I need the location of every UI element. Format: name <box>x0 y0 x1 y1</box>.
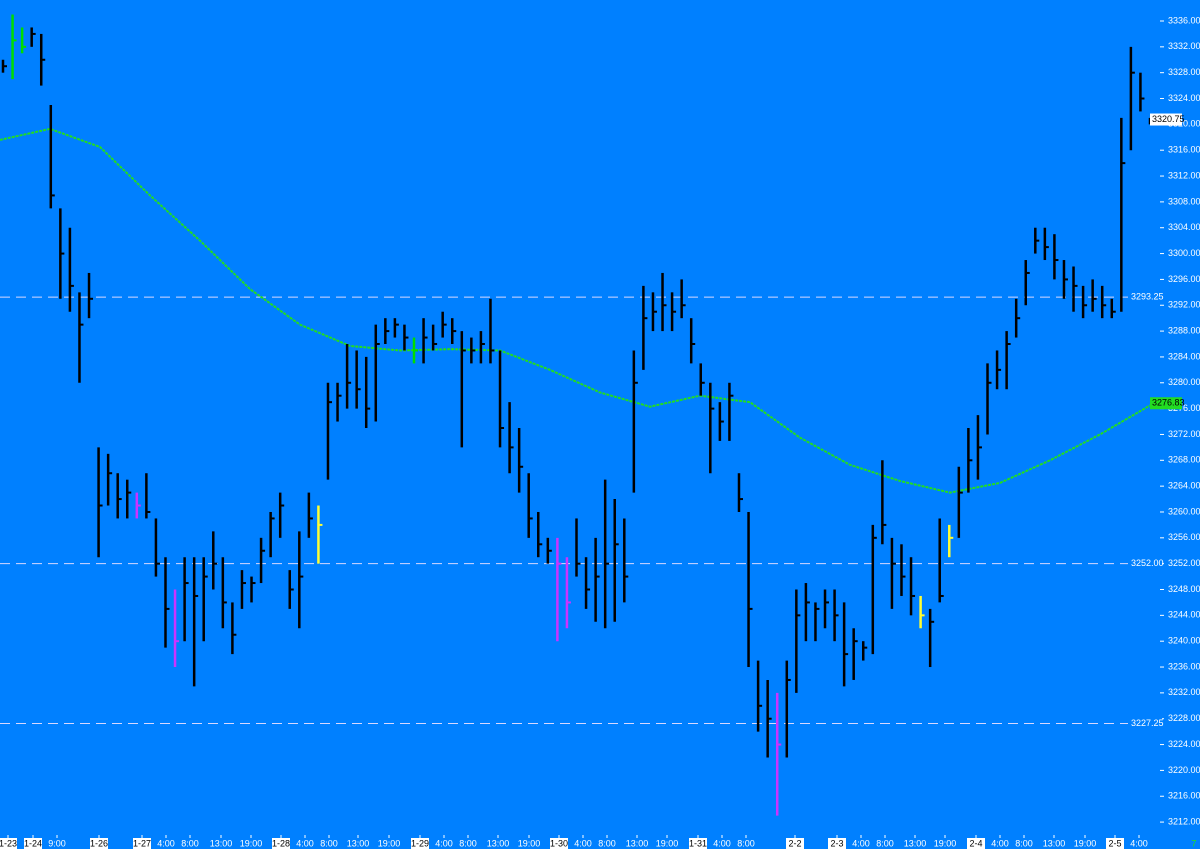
y-tick-label: 3332.00 <box>1168 41 1200 51</box>
x-tick-label: 1-24 <box>24 838 42 848</box>
x-tick-label: 8:00 <box>876 838 894 848</box>
corner-label: 7 <box>1191 838 1196 848</box>
x-tick-label: 4:00 <box>713 838 731 848</box>
y-tick-label: 3256.00 <box>1168 532 1200 542</box>
x-tick-label: 8:00 <box>459 838 477 848</box>
y-tick-label: 3292.00 <box>1168 300 1200 310</box>
date-label-bg <box>272 838 290 849</box>
last-price-box <box>1150 113 1182 126</box>
x-tick-label: 8:00 <box>320 838 338 848</box>
y-tick-label: 3260.00 <box>1168 506 1200 516</box>
date-label-bg <box>828 838 846 849</box>
date-label-bg <box>786 838 804 849</box>
x-tick-label: 8:00 <box>598 838 616 848</box>
y-tick-label: 3264.00 <box>1168 481 1200 491</box>
level-label: 3293.25 <box>1131 292 1164 302</box>
date-label-bg <box>1106 838 1124 849</box>
x-tick-label: 13:00 <box>347 838 370 848</box>
x-tick-label: 2-4 <box>969 838 982 848</box>
level-label-bg <box>1128 291 1162 304</box>
level-label: 3252.00 <box>1131 558 1164 568</box>
y-tick-label: 3232.00 <box>1168 687 1200 697</box>
x-tick-label: 1-31 <box>689 838 707 848</box>
y-tick-label: 3280.00 <box>1168 377 1200 387</box>
y-tick-label: 3272.00 <box>1168 429 1200 439</box>
x-tick-label: 8:00 <box>1015 838 1033 848</box>
y-tick-label: 3308.00 <box>1168 196 1200 206</box>
level-label-bg <box>1128 717 1162 730</box>
y-tick-label: 3288.00 <box>1168 325 1200 335</box>
x-tick-label: 1-26 <box>90 838 108 848</box>
x-tick-label: 1-28 <box>272 838 290 848</box>
x-tick-label: 13:00 <box>904 838 927 848</box>
x-tick-label: 8:00 <box>181 838 199 848</box>
x-tick-label: 1-30 <box>550 838 568 848</box>
date-label-bg <box>133 838 151 849</box>
x-tick-label: 4:00 <box>1130 838 1148 848</box>
y-tick-label: 3320.00 <box>1168 119 1200 129</box>
y-tick-label: 3252.00 <box>1168 558 1200 568</box>
y-tick-label: 3212.00 <box>1168 816 1200 826</box>
date-label-bg <box>90 838 108 849</box>
x-tick-label: 4:00 <box>852 838 870 848</box>
date-label-bg <box>24 838 42 849</box>
y-tick-label: 3236.00 <box>1168 661 1200 671</box>
x-tick-label: 1-23 <box>0 838 17 848</box>
y-tick-label: 3300.00 <box>1168 248 1200 258</box>
date-label-bg <box>689 838 707 849</box>
x-tick-label: 13:00 <box>1043 838 1066 848</box>
x-tick-label: 4:00 <box>435 838 453 848</box>
last-price-label: 3320.75 <box>1152 114 1185 124</box>
y-tick-label: 3312.00 <box>1168 170 1200 180</box>
y-tick-label: 3220.00 <box>1168 765 1200 775</box>
x-tick-label: 19:00 <box>240 838 263 848</box>
corner-box <box>1188 838 1200 849</box>
y-tick-label: 3336.00 <box>1168 15 1200 25</box>
x-tick-label: 4:00 <box>991 838 1009 848</box>
x-tick-label: 19:00 <box>518 838 541 848</box>
ma-label-box <box>1150 397 1182 410</box>
x-tick-label: 19:00 <box>934 838 957 848</box>
x-tick-label: 13:00 <box>626 838 649 848</box>
y-tick-label: 3324.00 <box>1168 93 1200 103</box>
date-label-bg <box>550 838 568 849</box>
ma-label: 3276.83 <box>1152 398 1185 408</box>
y-tick-label: 3296.00 <box>1168 274 1200 284</box>
x-tick-label: 1-29 <box>411 838 429 848</box>
level-label: 3227.25 <box>1131 718 1164 728</box>
date-label-bg <box>411 838 429 849</box>
y-tick-label: 3216.00 <box>1168 791 1200 801</box>
date-label-bg <box>0 838 17 849</box>
x-tick-label: 13:00 <box>210 838 233 848</box>
y-tick-label: 3244.00 <box>1168 610 1200 620</box>
y-tick-label: 3328.00 <box>1168 67 1200 77</box>
y-tick-label: 3224.00 <box>1168 739 1200 749</box>
y-tick-label: 3316.00 <box>1168 145 1200 155</box>
x-tick-label: 4:00 <box>157 838 175 848</box>
x-tick-label: 13:00 <box>487 838 510 848</box>
date-label-bg <box>967 838 985 849</box>
x-tick-label: 4:00 <box>296 838 314 848</box>
y-tick-label: 3284.00 <box>1168 351 1200 361</box>
x-tick-label: 2-2 <box>788 838 801 848</box>
x-tick-label: 8:00 <box>737 838 755 848</box>
x-tick-label: 19:00 <box>656 838 679 848</box>
x-tick-label: 2-3 <box>830 838 843 848</box>
y-tick-label: 3248.00 <box>1168 584 1200 594</box>
y-tick-label: 3228.00 <box>1168 713 1200 723</box>
x-tick-label: 2-5 <box>1108 838 1121 848</box>
x-tick-label: 1-27 <box>133 838 151 848</box>
y-tick-label: 3268.00 <box>1168 455 1200 465</box>
y-tick-label: 3240.00 <box>1168 636 1200 646</box>
x-tick-label: 4:00 <box>574 838 592 848</box>
y-tick-label: 3276.00 <box>1168 403 1200 413</box>
y-tick-label: 3304.00 <box>1168 222 1200 232</box>
x-tick-label: 19:00 <box>378 838 401 848</box>
level-label-bg <box>1128 557 1162 570</box>
x-tick-label: 19:00 <box>1074 838 1097 848</box>
x-tick-label: 9:00 <box>48 838 66 848</box>
